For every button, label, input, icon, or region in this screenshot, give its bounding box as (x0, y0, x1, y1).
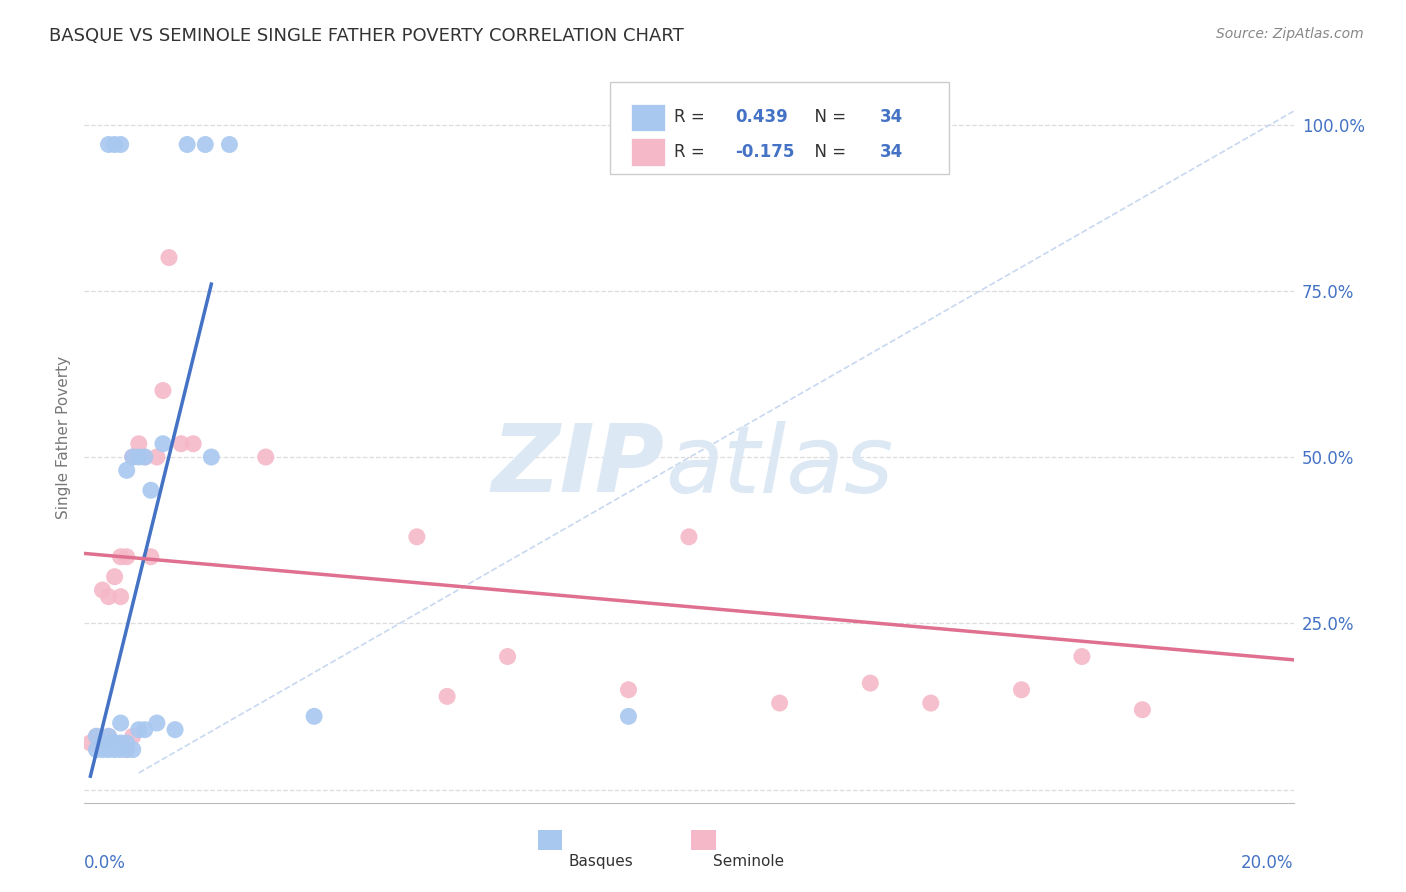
Point (302, 709, 325, 723)
Point (617, 682, 640, 697)
Point (146, 450, 169, 464)
Point (86, 729, 108, 743)
Point (139, 483, 162, 498)
Text: 0.439: 0.439 (735, 109, 787, 127)
Text: 0.0%: 0.0% (84, 854, 127, 872)
Text: Basques: Basques (568, 854, 633, 869)
Point (176, 137, 198, 152)
Point (121, 450, 143, 464)
Point (91, 736, 114, 750)
Point (181, 436, 204, 450)
Text: R =: R = (675, 143, 710, 161)
Point (128, 450, 150, 464)
Point (617, 709, 640, 723)
Point (97, 742, 120, 756)
Y-axis label: Single Father Poverty: Single Father Poverty (56, 356, 72, 518)
Text: Source: ZipAtlas.com: Source: ZipAtlas.com (1216, 27, 1364, 41)
Point (110, 716, 132, 731)
Point (104, 137, 127, 152)
Point (194, 137, 217, 152)
Point (139, 549, 162, 564)
Point (134, 723, 156, 737)
Point (97, 729, 120, 743)
Point (121, 450, 143, 464)
Text: N =: N = (804, 109, 851, 127)
Text: BASQUE VS SEMINOLE SINGLE FATHER POVERTY CORRELATION CHART: BASQUE VS SEMINOLE SINGLE FATHER POVERTY… (49, 27, 683, 45)
Text: R =: R = (675, 109, 710, 127)
Point (91, 742, 114, 756)
Point (104, 570, 127, 584)
FancyBboxPatch shape (692, 830, 716, 850)
Point (110, 736, 132, 750)
Point (165, 723, 187, 737)
FancyBboxPatch shape (538, 830, 562, 850)
Point (110, 549, 132, 564)
Point (128, 436, 150, 450)
Point (115, 736, 138, 750)
Point (104, 742, 127, 756)
Text: N =: N = (804, 143, 851, 161)
Point (110, 137, 132, 152)
FancyBboxPatch shape (610, 82, 949, 174)
Point (254, 450, 277, 464)
Point (157, 251, 180, 265)
FancyBboxPatch shape (631, 138, 665, 166)
Point (146, 716, 169, 731)
Point (97, 729, 120, 743)
Point (152, 384, 174, 398)
Point (115, 463, 138, 477)
Point (678, 530, 700, 544)
Point (859, 676, 882, 690)
Point (97, 736, 120, 750)
Point (134, 450, 156, 464)
Point (104, 736, 127, 750)
Point (91, 582, 114, 597)
Text: ZIP: ZIP (492, 420, 665, 512)
Point (115, 549, 138, 564)
Point (218, 137, 240, 152)
Text: -0.175: -0.175 (735, 143, 794, 161)
Point (86, 742, 108, 756)
Point (121, 742, 143, 756)
FancyBboxPatch shape (631, 103, 665, 131)
Point (97, 137, 120, 152)
Point (115, 742, 138, 756)
Point (920, 696, 942, 710)
Point (152, 436, 174, 450)
Point (1011, 682, 1033, 697)
Point (496, 649, 519, 664)
Text: 34: 34 (880, 109, 903, 127)
Point (79, 736, 101, 750)
Text: 34: 34 (880, 143, 903, 161)
Point (128, 723, 150, 737)
Point (170, 436, 193, 450)
Point (115, 742, 138, 756)
Point (110, 590, 132, 604)
Point (436, 690, 458, 704)
Point (200, 450, 222, 464)
Point (769, 696, 792, 710)
Point (91, 736, 114, 750)
Point (110, 742, 132, 756)
Point (406, 530, 429, 544)
Point (1071, 649, 1094, 664)
Point (1130, 703, 1153, 717)
Point (134, 450, 156, 464)
Text: atlas: atlas (665, 421, 893, 512)
Text: 20.0%: 20.0% (1241, 854, 1294, 872)
Point (86, 729, 108, 743)
Point (104, 736, 127, 750)
Point (97, 590, 120, 604)
Text: Seminole: Seminole (713, 854, 785, 869)
Point (121, 729, 143, 743)
